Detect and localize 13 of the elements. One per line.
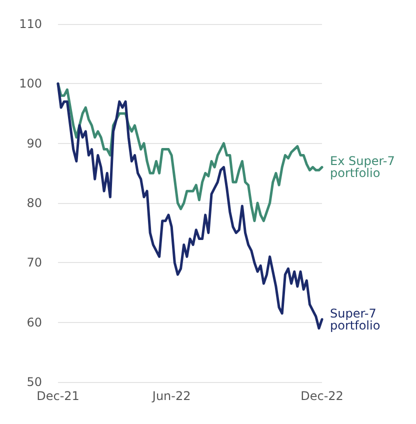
x-tick-label: Jun-22 — [151, 389, 191, 403]
line-series — [56, 82, 324, 330]
x-tick-label: Dec-21 — [36, 389, 80, 403]
y-tick-label: 100 — [19, 76, 42, 91]
y-tick-label: 50 — [26, 375, 42, 389]
y-tick-label: 60 — [26, 315, 42, 330]
x-tick-label: Dec-22 — [300, 389, 344, 403]
y-tick-label: 80 — [26, 196, 42, 210]
y-tick-label: 70 — [26, 256, 42, 270]
y-tick-label: 110 — [19, 17, 42, 31]
y-tick-label: 90 — [26, 136, 42, 150]
series-label: Ex Super-7 portfolio — [330, 154, 399, 180]
series-label: Super-7 portfolio — [330, 306, 380, 332]
